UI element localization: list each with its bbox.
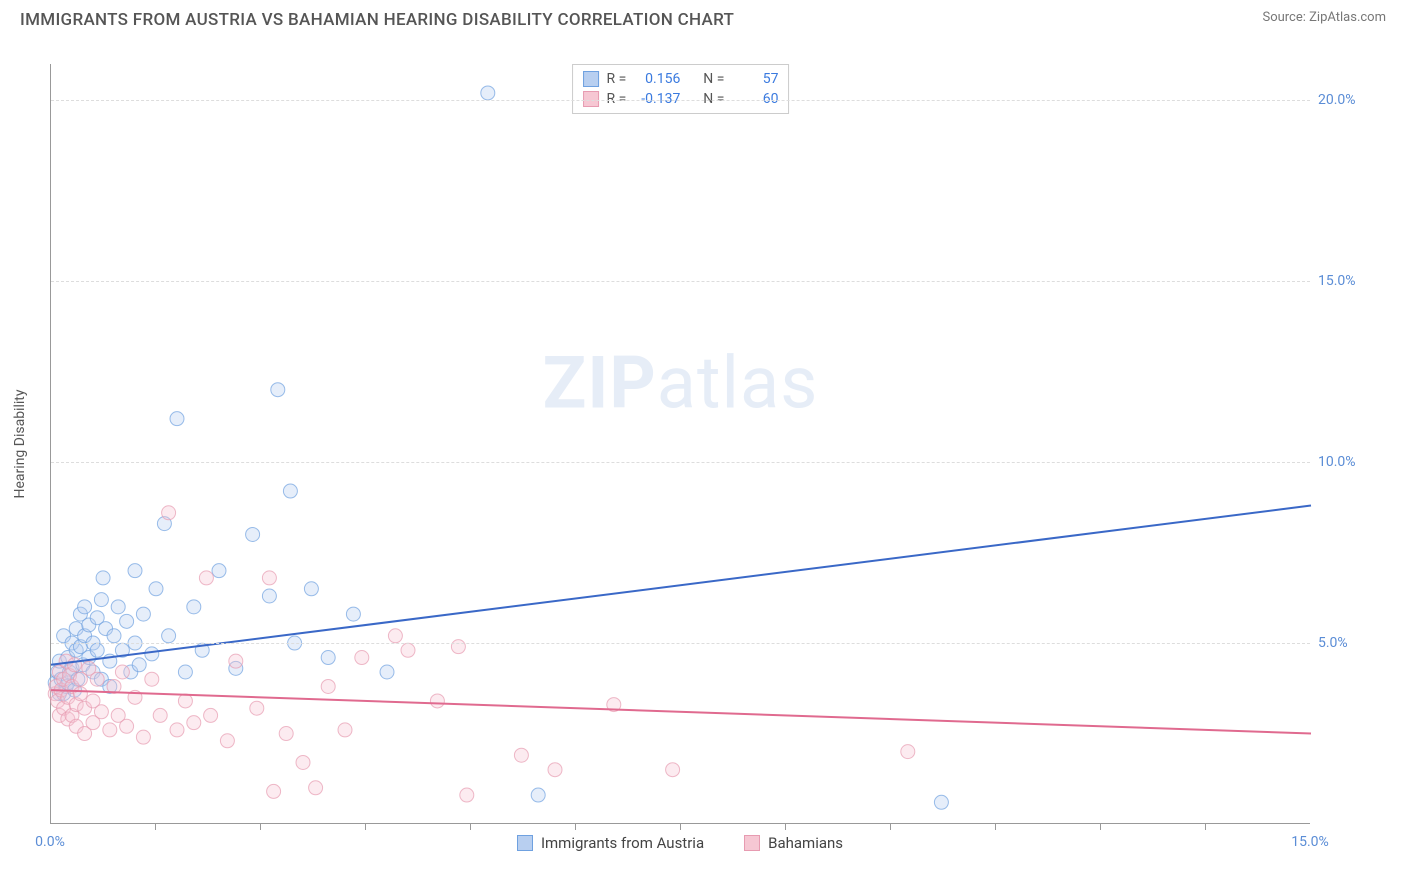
n-label: N = — [703, 91, 724, 107]
data-point — [355, 651, 369, 665]
data-point — [94, 593, 108, 607]
legend-stat-row: R = 0.156 N = 57 — [583, 69, 779, 89]
data-point — [666, 763, 680, 777]
legend-series-item: Bahamians — [744, 834, 843, 852]
legend-correlation-box: R = 0.156 N = 57 R = -0.137 N = 60 — [572, 64, 790, 114]
data-point — [460, 788, 474, 802]
data-point — [145, 672, 159, 686]
data-point — [304, 582, 318, 596]
data-point — [229, 654, 243, 668]
data-point — [78, 600, 92, 614]
data-point — [187, 716, 201, 730]
data-point — [170, 723, 184, 737]
chart-title: IMMIGRANTS FROM AUSTRIA VS BAHAMIAN HEAR… — [20, 10, 734, 30]
data-point — [103, 723, 117, 737]
data-point — [321, 651, 335, 665]
data-point — [115, 665, 129, 679]
data-point — [481, 86, 495, 100]
data-point — [136, 730, 150, 744]
data-point — [262, 589, 276, 603]
n-label: N = — [703, 71, 724, 87]
data-point — [111, 600, 125, 614]
data-point — [132, 658, 146, 672]
data-point — [267, 784, 281, 798]
y-tick-label: 20.0% — [1318, 92, 1356, 108]
data-point — [162, 506, 176, 520]
data-point — [401, 643, 415, 657]
r-value: 0.156 — [634, 71, 680, 87]
y-axis-label: Hearing Disability — [12, 390, 28, 499]
legend-stat-row: R = -0.137 N = 60 — [583, 89, 779, 109]
data-point — [199, 571, 213, 585]
legend-swatch — [583, 91, 599, 107]
plot-area: ZIPatlas R =0.156 N =57R =-0.137 N =60 — [50, 64, 1310, 824]
legend-series-label: Bahamians — [768, 834, 843, 852]
data-point — [204, 708, 218, 722]
y-tick-label: 10.0% — [1318, 454, 1356, 470]
data-point — [94, 705, 108, 719]
data-point — [178, 665, 192, 679]
r-label: R = — [607, 71, 627, 87]
data-point — [451, 640, 465, 654]
legend-swatch — [583, 71, 599, 87]
x-tick-label: 0.0% — [35, 834, 65, 850]
data-point — [68, 658, 82, 672]
data-point — [120, 614, 134, 628]
data-point — [145, 647, 159, 661]
source-credit: Source: ZipAtlas.com — [1262, 10, 1386, 25]
data-point — [531, 788, 545, 802]
legend-series-item: Immigrants from Austria — [517, 834, 704, 852]
data-point — [388, 629, 402, 643]
data-point — [153, 708, 167, 722]
data-point — [321, 679, 335, 693]
n-value: 60 — [732, 91, 778, 107]
data-point — [309, 781, 323, 795]
legend-series: Immigrants from Austria Bahamians — [50, 834, 1310, 852]
legend-swatch — [744, 835, 760, 851]
data-point — [271, 383, 285, 397]
r-value: -0.137 — [634, 91, 680, 107]
scatter-svg — [51, 64, 1311, 824]
data-point — [120, 719, 134, 733]
data-point — [73, 687, 87, 701]
y-tick-label: 5.0% — [1318, 635, 1348, 651]
data-point — [548, 763, 562, 777]
legend-series-label: Immigrants from Austria — [541, 834, 704, 852]
data-point — [279, 727, 293, 741]
data-point — [296, 755, 310, 769]
data-point — [220, 734, 234, 748]
y-tick-label: 15.0% — [1318, 273, 1356, 289]
n-value: 57 — [732, 71, 778, 87]
r-label: R = — [607, 91, 627, 107]
legend-swatch — [517, 835, 533, 851]
data-point — [90, 643, 104, 657]
chart-container: Hearing Disability ZIPatlas R =0.156 N =… — [50, 64, 1370, 824]
data-point — [246, 527, 260, 541]
data-point — [430, 694, 444, 708]
data-point — [128, 564, 142, 578]
data-point — [283, 484, 297, 498]
data-point — [170, 412, 184, 426]
data-point — [96, 571, 110, 585]
data-point — [178, 694, 192, 708]
data-point — [514, 748, 528, 762]
data-point — [250, 701, 264, 715]
data-point — [149, 582, 163, 596]
data-point — [212, 564, 226, 578]
trend-line — [51, 690, 1311, 733]
data-point — [338, 723, 352, 737]
x-tick-label: 15.0% — [1291, 834, 1329, 850]
trend-line — [51, 506, 1311, 665]
data-point — [380, 665, 394, 679]
data-point — [187, 600, 201, 614]
data-point — [136, 607, 150, 621]
data-point — [901, 745, 915, 759]
data-point — [162, 629, 176, 643]
data-point — [262, 571, 276, 585]
data-point — [107, 629, 121, 643]
data-point — [934, 795, 948, 809]
data-point — [90, 672, 104, 686]
data-point — [346, 607, 360, 621]
